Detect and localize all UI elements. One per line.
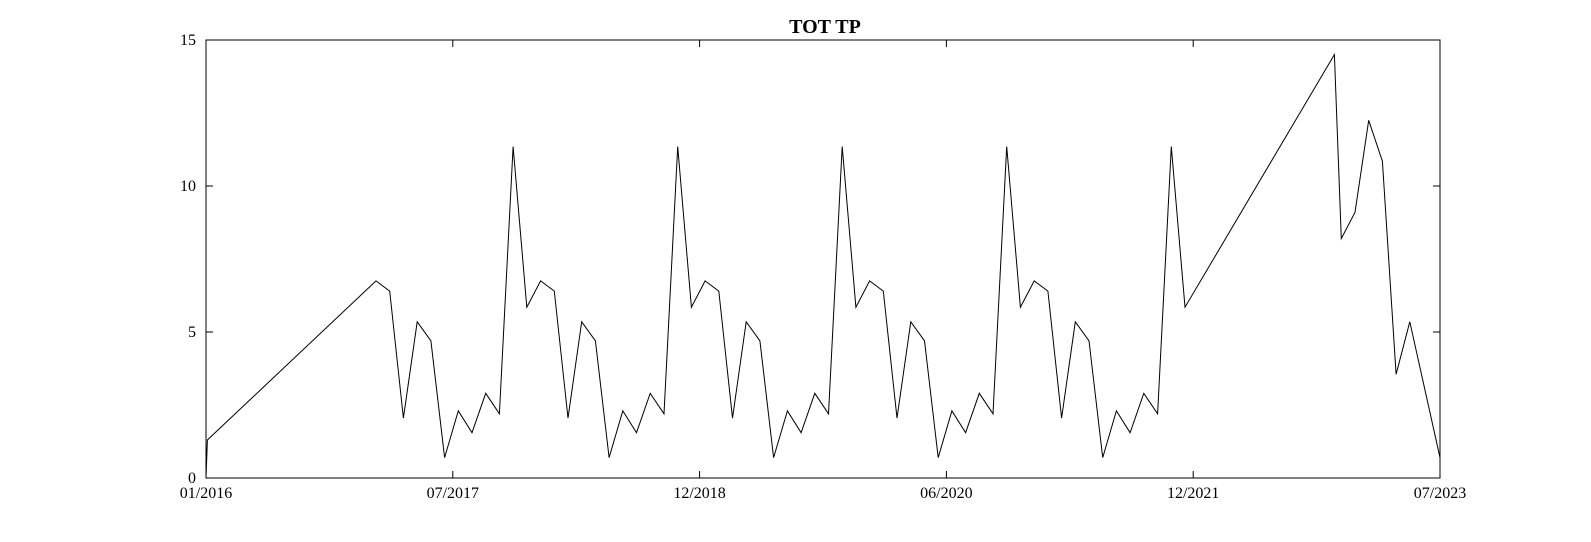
x-tick-label: 06/2020 — [920, 485, 972, 502]
y-tick-label: 0 — [188, 470, 196, 487]
plot-frame — [205, 39, 1441, 479]
y-axis: 0 5 10 15 — [180, 32, 1440, 487]
x-tick-label: 12/2018 — [673, 485, 725, 502]
x-axis: 01/2016 07/2017 12/2018 06/2020 12/2021 07/20… — [180, 40, 1466, 502]
x-tick-label: 07/2017 — [427, 485, 479, 502]
series-line-tot-tp — [205, 52, 1441, 479]
x-tick-label: 07/2023 — [1414, 485, 1466, 502]
series-layer — [205, 52, 1441, 479]
x-tick-label: 12/2021 — [1167, 485, 1219, 502]
chart-title: TOT TP — [789, 16, 861, 38]
y-tick-label: 5 — [188, 324, 196, 341]
x-tick-label: 01/2016 — [180, 485, 232, 502]
y-tick-label: 15 — [180, 32, 196, 49]
y-tick-label: 10 — [180, 178, 196, 195]
